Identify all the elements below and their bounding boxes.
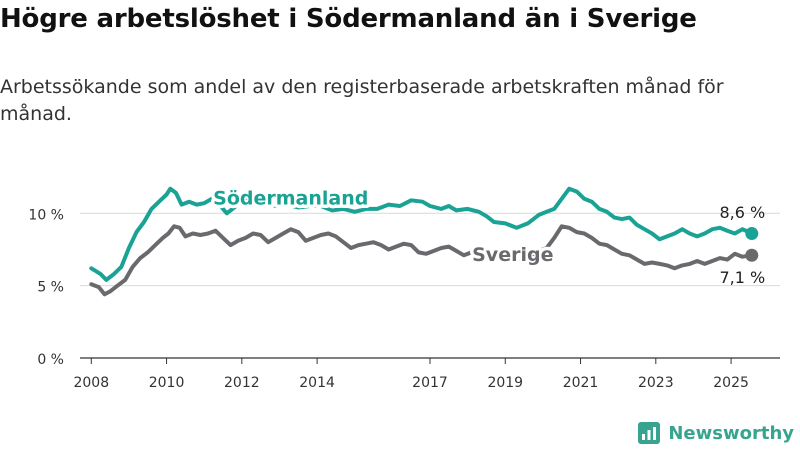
newsworthy-logo: Newsworthy <box>637 418 794 448</box>
x-tick-label: 2025 <box>713 375 749 391</box>
series-label: Södermanland <box>213 187 368 209</box>
series-end-dot-sverige <box>745 248 759 262</box>
x-tick-label: 2021 <box>563 375 599 391</box>
x-tick-label: 2012 <box>224 375 260 391</box>
series-line-sverige <box>89 224 754 297</box>
x-tick-label: 2010 <box>149 375 185 391</box>
x-tick-label: 2014 <box>299 375 335 391</box>
series-line-sodermanland <box>89 186 754 282</box>
end-value-label: 7,1 % <box>719 268 765 287</box>
newsworthy-icon <box>638 422 661 444</box>
x-tick-label: 2019 <box>487 375 523 391</box>
x-tick-label: 2023 <box>638 375 674 391</box>
x-tick-label: 2008 <box>73 375 109 391</box>
x-tick-label: 2017 <box>412 375 448 391</box>
y-tick-label: 5 % <box>37 280 64 296</box>
brand-name: Newsworthy <box>668 422 794 444</box>
end-value-label: 8,6 % <box>719 203 765 222</box>
chart-title: Högre arbetslöshet i Södermanland än i S… <box>0 4 697 34</box>
series-label: Sverige <box>472 244 553 266</box>
y-tick-label: 10 % <box>28 207 64 223</box>
y-tick-label: 0 % <box>37 352 64 368</box>
chart-subtitle: Arbetssökande som andel av den registerb… <box>0 76 724 125</box>
series-end-dot-sodermanland <box>745 227 759 241</box>
